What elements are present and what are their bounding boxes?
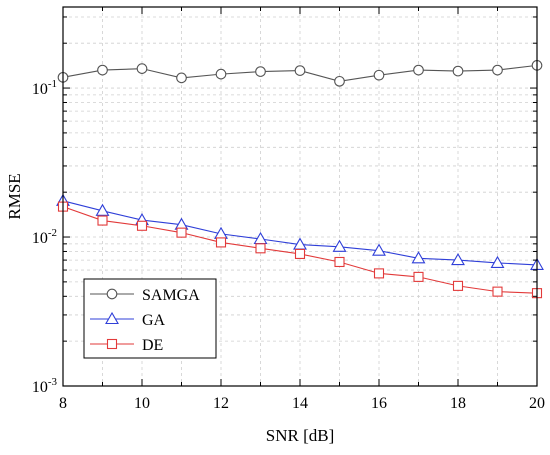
legend-label: SAMGA — [142, 287, 200, 304]
data-point-samga — [334, 75, 345, 87]
data-point-samga — [255, 66, 266, 77]
data-point-de — [176, 227, 187, 238]
legend-marker — [106, 338, 118, 350]
y-tick-label: 10-2 — [32, 227, 57, 247]
legend-marker — [105, 311, 119, 325]
y-tick-label: 10-1 — [32, 78, 57, 98]
legend-label: DE — [142, 337, 163, 354]
data-point-samga — [492, 64, 503, 76]
legend-marker — [106, 288, 118, 300]
legend-entry-de: DE — [90, 337, 163, 354]
legend: SAMGA GA DE — [83, 278, 217, 359]
data-point-ga — [451, 252, 465, 266]
x-tick-label: 10 — [134, 395, 150, 412]
data-point-samga — [136, 63, 148, 74]
data-point-de — [334, 256, 345, 268]
x-tick-label: 20 — [529, 395, 545, 412]
x-tick-label: 18 — [450, 395, 466, 412]
y-tick-label: 10-3 — [32, 376, 58, 396]
series-samga — [57, 60, 543, 87]
x-axis-label: SNR [dB] — [266, 426, 334, 445]
data-point-de — [255, 243, 266, 254]
x-tick-label: 8 — [59, 395, 67, 412]
series-layer — [56, 60, 544, 299]
data-point-de — [373, 268, 385, 279]
y-axis-label: RMSE — [5, 173, 24, 219]
data-point-de — [136, 220, 148, 231]
data-point-samga — [413, 64, 424, 76]
x-tick-label: 16 — [371, 395, 387, 412]
data-point-samga — [215, 68, 227, 80]
x-tick-label: 12 — [213, 395, 229, 412]
legend-label: GA — [142, 312, 166, 329]
data-point-de — [452, 280, 464, 291]
data-point-de — [492, 286, 503, 297]
data-point-de — [413, 271, 424, 282]
data-point-samga — [373, 69, 385, 81]
data-point-ga — [411, 251, 426, 264]
data-point-ga — [95, 203, 110, 216]
data-point-ga — [372, 243, 386, 256]
tick-layer: 8 10 12 14 16 18 20 10-3 10-2 10-1 — [32, 7, 545, 412]
data-point-samga — [97, 64, 108, 76]
data-point-de — [215, 237, 227, 248]
data-point-ga — [332, 239, 347, 252]
data-point-samga — [294, 65, 306, 76]
legend-entry-ga: GA — [90, 311, 166, 329]
data-point-de — [294, 248, 306, 259]
data-point-samga — [452, 65, 464, 77]
legend-entry-samga: SAMGA — [90, 287, 200, 304]
data-point-ga — [490, 255, 505, 268]
x-tick-label: 14 — [292, 395, 308, 412]
data-point-samga — [176, 72, 187, 84]
data-point-de — [97, 215, 108, 226]
series-de — [57, 201, 543, 299]
